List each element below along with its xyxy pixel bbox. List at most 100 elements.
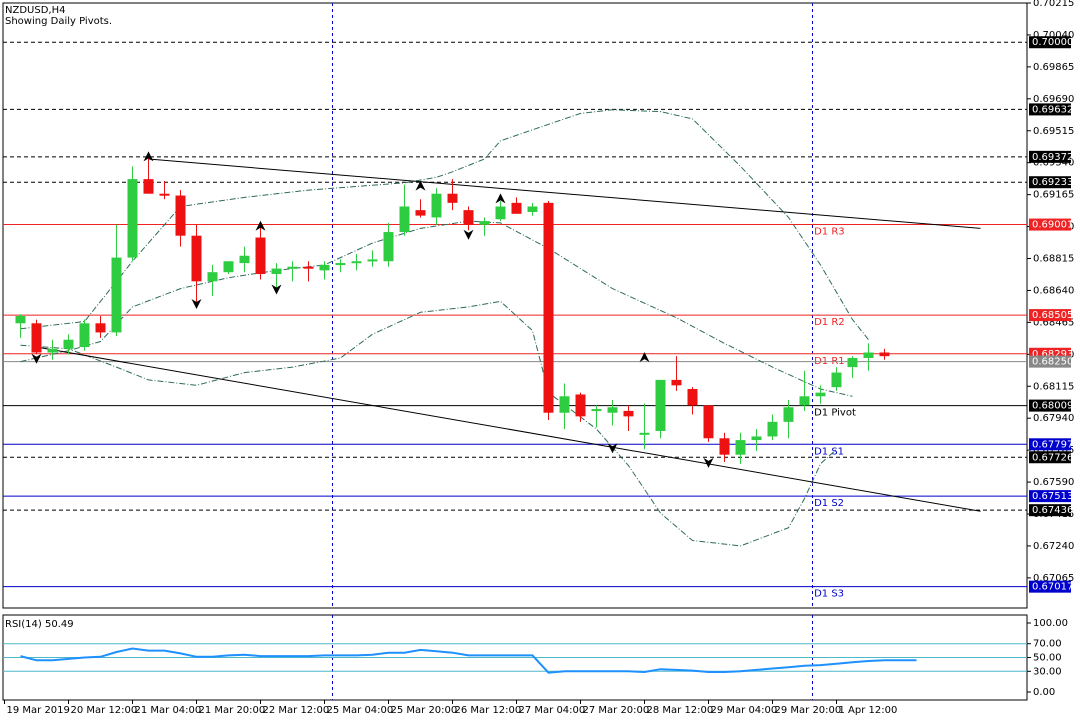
fractal-up-marker xyxy=(639,352,650,363)
candle-body[interactable] xyxy=(671,379,682,386)
pivot-name-label: D1 S1 xyxy=(814,446,844,457)
candle-body[interactable] xyxy=(575,394,586,417)
x-tick-label: 26 Mar 12:00 xyxy=(455,705,522,716)
candle-body[interactable] xyxy=(63,339,74,349)
trendline xyxy=(148,158,981,229)
candle-body[interactable] xyxy=(239,255,250,264)
level-price-label-bg xyxy=(1029,36,1071,49)
candle-body[interactable] xyxy=(255,237,266,275)
rsi-label: RSI(14) 50.49 xyxy=(5,619,74,630)
candle-body[interactable] xyxy=(655,379,666,431)
rsi-y-tick-label: 30.00 xyxy=(1033,666,1062,677)
candle-body[interactable] xyxy=(751,436,762,441)
candle-body[interactable] xyxy=(415,210,426,216)
candle-body[interactable] xyxy=(31,323,42,353)
fractal-down-marker xyxy=(31,353,42,364)
x-tick-label: 28 Mar 12:00 xyxy=(647,705,714,716)
candle-body[interactable] xyxy=(191,235,202,282)
rsi-y-tick-label: 100.00 xyxy=(1033,618,1068,629)
candle-body[interactable] xyxy=(735,440,746,455)
candle-body[interactable] xyxy=(447,193,458,203)
candle-body[interactable] xyxy=(207,272,218,282)
candle-body[interactable] xyxy=(399,206,410,233)
candle-body[interactable] xyxy=(847,357,858,368)
candle-body[interactable] xyxy=(351,261,362,264)
candle-body[interactable] xyxy=(335,263,346,266)
pivot-price-label: 0.68009 xyxy=(1032,401,1073,412)
current-price-label: 0.68250 xyxy=(1032,357,1073,368)
x-tick-label: 21 Mar 20:00 xyxy=(199,705,266,716)
candle-body[interactable] xyxy=(431,193,442,218)
candle-body[interactable] xyxy=(623,410,634,417)
candle-body[interactable] xyxy=(95,323,106,333)
candle-body[interactable] xyxy=(783,407,794,422)
price-panel[interactable]: 0.70215 0.70040 0.69865 0.69690 0.69515 0.693… xyxy=(2,0,1074,609)
candle-body[interactable] xyxy=(591,409,602,412)
candle-body[interactable] xyxy=(527,206,538,212)
x-tick-label: 29 Mar 04:00 xyxy=(711,705,778,716)
candle-body[interactable] xyxy=(719,438,730,455)
fractal-down-marker xyxy=(271,284,282,295)
level-price-label-bg xyxy=(1029,103,1071,116)
candle-body[interactable] xyxy=(287,266,298,269)
candle-body[interactable] xyxy=(223,261,234,273)
pivot-name-label: D1 S2 xyxy=(814,498,844,509)
candle-body[interactable] xyxy=(559,396,570,413)
candle-body[interactable] xyxy=(479,221,490,225)
level-price-label: 0.67436 xyxy=(1032,505,1073,516)
rsi-y-tick-label: 70.00 xyxy=(1033,639,1062,650)
candle-body[interactable] xyxy=(543,202,554,413)
candle-body[interactable] xyxy=(607,407,618,413)
candle-body[interactable] xyxy=(319,264,330,271)
pivot-name-label: D1 R3 xyxy=(814,227,845,238)
candle-body[interactable] xyxy=(159,193,170,196)
candle-body[interactable] xyxy=(175,195,186,236)
y-tick-label: 0.67065 xyxy=(1033,573,1074,584)
fractal-down-marker xyxy=(607,443,618,454)
candle-body[interactable] xyxy=(463,210,474,225)
x-tick-label: 27 Mar 04:00 xyxy=(519,705,586,716)
pivot-price-label-bg xyxy=(1029,218,1071,231)
symbol-label: NZDUSD,H4 xyxy=(5,5,65,16)
level-price-label: 0.70000 xyxy=(1032,37,1073,48)
candle-body[interactable] xyxy=(703,405,714,439)
candle-body[interactable] xyxy=(815,392,826,397)
candle-body[interactable] xyxy=(367,259,378,262)
current-price-label-bg xyxy=(1029,355,1071,368)
candle-body[interactable] xyxy=(767,421,778,437)
y-tick-label: 0.68115 xyxy=(1033,381,1074,392)
candle-body[interactable] xyxy=(79,323,90,348)
fractal-up-marker xyxy=(495,193,506,204)
candle-body[interactable] xyxy=(511,202,522,214)
candle-body[interactable] xyxy=(687,388,698,406)
candle-body[interactable] xyxy=(127,179,138,258)
pivot-price-label: 0.69001 xyxy=(1032,220,1073,231)
candle-body[interactable] xyxy=(799,396,810,406)
pivot-price-label: 0.67513 xyxy=(1032,491,1073,502)
level-price-label: 0.69233 xyxy=(1032,177,1073,188)
pivot-name-label: D1 Pivot xyxy=(814,408,856,419)
fractal-up-marker xyxy=(255,220,266,231)
y-tick-label: 0.69340 xyxy=(1033,158,1074,169)
candle-body[interactable] xyxy=(831,372,842,388)
candle-body[interactable] xyxy=(271,268,282,275)
candle-body[interactable] xyxy=(879,352,890,357)
y-tick-label: 0.67765 xyxy=(1033,445,1074,456)
candle-body[interactable] xyxy=(303,266,314,269)
candle-body[interactable] xyxy=(383,232,394,262)
pivot-price-label: 0.67017 xyxy=(1032,582,1073,593)
candle-body[interactable] xyxy=(639,432,650,435)
candle-body[interactable] xyxy=(111,257,122,333)
candle-body[interactable] xyxy=(15,315,26,324)
candle-body[interactable] xyxy=(863,352,874,358)
middle-band-line xyxy=(20,220,853,397)
candle-body[interactable] xyxy=(143,179,154,194)
candle-body[interactable] xyxy=(495,206,506,220)
rsi-panel[interactable]: 100.00 70.00 50.00 30.00 0.00 xyxy=(2,614,1068,701)
candle-body[interactable] xyxy=(47,348,58,353)
fractal-down-marker xyxy=(191,299,202,310)
rsi-y-tick-label: 0.00 xyxy=(1033,687,1055,698)
pivot-price-label-bg xyxy=(1029,580,1071,593)
x-tick-label: 20 Mar 12:00 xyxy=(71,705,138,716)
